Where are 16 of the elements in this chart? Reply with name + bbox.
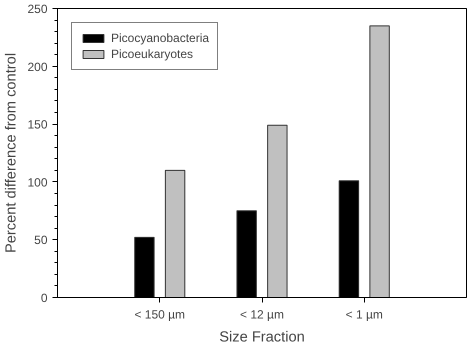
bar [369, 25, 390, 298]
x-axis-title: Size Fraction [219, 330, 305, 346]
y-tick-label: 150 [27, 118, 48, 132]
x-tick-label: < 150 µm [134, 308, 186, 322]
y-axis-title: Percent difference from control [3, 52, 20, 254]
x-tick-label: < 12 µm [240, 308, 284, 322]
y-tick-label: 200 [27, 60, 48, 74]
y-tick-label: 100 [27, 175, 48, 190]
y-tick-label: 50 [34, 233, 48, 248]
y-tick-label: 250 [27, 2, 48, 16]
legend-label: Picocyanobacteria [111, 31, 210, 45]
y-tick-label: 0 [40, 291, 48, 305]
legend-label: Picoeukaryotes [111, 47, 194, 61]
x-tick-label: < 1 µm [346, 308, 383, 322]
bar [267, 124, 288, 298]
bar [164, 170, 186, 298]
